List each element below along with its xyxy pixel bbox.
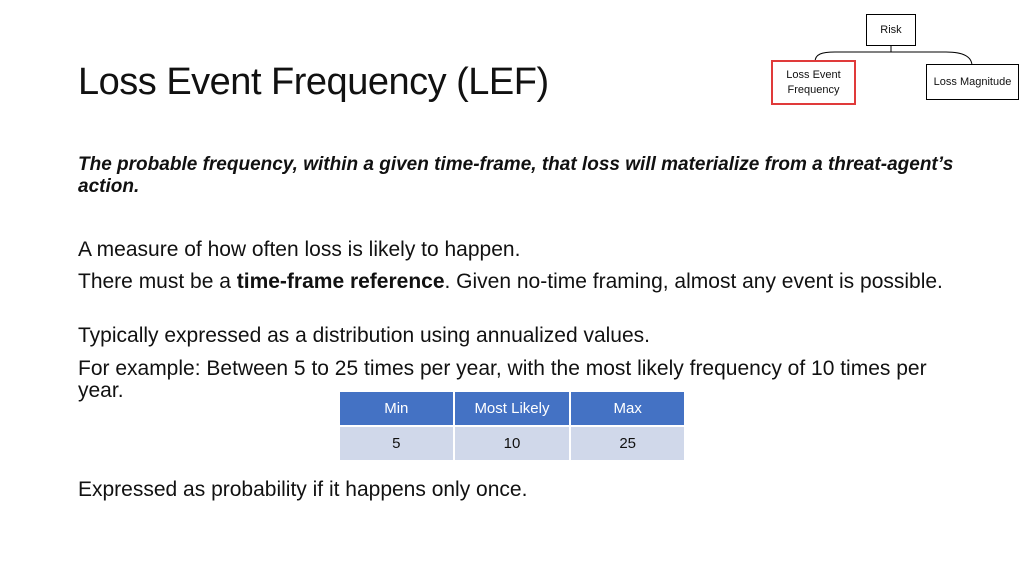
bullet-example: For example: Between 5 to 25 times per y… bbox=[78, 357, 927, 402]
time-frame-reference-emphasis: time-frame reference bbox=[236, 270, 445, 293]
bullet-time-frame: There must be a time-frame reference. Gi… bbox=[78, 271, 958, 293]
bullet-time-frame-pre: There must be a bbox=[78, 270, 237, 293]
header-min: Min bbox=[340, 392, 455, 426]
risk-node: Risk bbox=[866, 14, 916, 46]
cell-max: 25 bbox=[570, 425, 684, 460]
table-header-row: Min Most Likely Max bbox=[340, 392, 684, 426]
header-most-likely: Most Likely bbox=[453, 392, 572, 426]
frequency-table: Min Most Likely Max 5 10 25 bbox=[340, 392, 684, 460]
bullet-time-frame-post: . Given no-time framing, almost any even… bbox=[444, 270, 943, 293]
header-max: Max bbox=[570, 392, 684, 426]
lef-definition: The probable frequency, within a given t… bbox=[78, 154, 954, 197]
slide-title: Loss Event Frequency (LEF) bbox=[78, 61, 549, 103]
loss-magnitude-node: Loss Magnitude bbox=[926, 64, 1019, 100]
cell-min: 5 bbox=[340, 425, 455, 460]
lef-node-line1: Loss Event bbox=[786, 68, 841, 81]
table-row: 5 10 25 bbox=[340, 425, 684, 460]
loss-event-frequency-node: Loss Event Frequency bbox=[771, 60, 856, 105]
bullet-measure: A measure of how often loss is likely to… bbox=[78, 238, 521, 261]
bullet-distribution: Typically expressed as a distribution us… bbox=[78, 324, 650, 347]
lef-node-line2: Frequency bbox=[787, 83, 840, 96]
bullet-probability: Expressed as probability if it happens o… bbox=[78, 478, 528, 501]
cell-most-likely: 10 bbox=[453, 425, 572, 460]
